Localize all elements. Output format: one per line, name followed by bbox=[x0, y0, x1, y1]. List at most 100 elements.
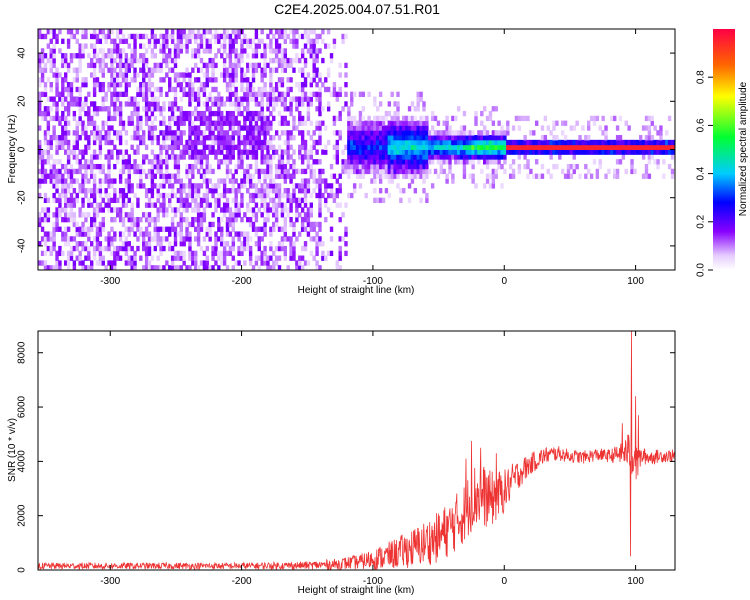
spectrogram-cell bbox=[107, 197, 111, 204]
spectrogram-cell bbox=[254, 188, 259, 194]
spectrogram-cell bbox=[156, 38, 160, 44]
spectrogram-cell bbox=[150, 130, 155, 136]
spectrogram-cell bbox=[55, 183, 59, 189]
spectrogram-cell bbox=[387, 192, 392, 199]
spectrogram-cell bbox=[222, 260, 227, 266]
spectrogram-cell bbox=[72, 212, 77, 218]
spectrogram-cell bbox=[306, 178, 311, 184]
spectrogram-cell bbox=[194, 125, 198, 131]
spectrogram-cell bbox=[240, 96, 244, 102]
spectrogram-cell bbox=[49, 236, 53, 242]
spectrogram-cell bbox=[318, 72, 322, 78]
spectrogram-cell bbox=[243, 260, 247, 266]
spectrogram-cell bbox=[263, 168, 267, 175]
spectrogram-cell bbox=[150, 82, 155, 88]
spectrogram-cell bbox=[361, 125, 366, 131]
spectrogram-cell bbox=[144, 106, 149, 112]
spectrogram-cell bbox=[202, 236, 207, 242]
spectrogram-cell bbox=[373, 115, 377, 122]
spectrogram-cell bbox=[303, 91, 308, 97]
spectrogram-cell bbox=[142, 139, 146, 146]
spectrogram-cell bbox=[38, 144, 42, 150]
spectrogram-cell bbox=[324, 43, 328, 49]
spectrogram-cell bbox=[416, 130, 420, 136]
spectrogram-cell bbox=[306, 260, 311, 266]
spectrogram-cell bbox=[185, 236, 189, 242]
spectrogram-cell bbox=[46, 125, 51, 131]
spectrogram-cell bbox=[361, 135, 366, 141]
spectrogram-cell bbox=[517, 115, 522, 122]
spectrogram-cell bbox=[64, 106, 68, 112]
spectrogram-cell bbox=[116, 72, 120, 78]
spectrogram-cell bbox=[75, 178, 79, 184]
spectrogram-cell bbox=[220, 125, 224, 131]
spectrogram-cell bbox=[101, 72, 105, 78]
spectrogram-cell bbox=[220, 53, 224, 59]
spectrogram-cell bbox=[208, 43, 212, 49]
spectrogram-cell bbox=[419, 139, 423, 146]
spectrogram-cell bbox=[118, 231, 123, 237]
spectrogram-cell bbox=[248, 183, 253, 189]
spectrogram-cell bbox=[217, 236, 221, 242]
spectrogram-cell bbox=[341, 149, 345, 155]
spectrogram-cell bbox=[243, 149, 247, 155]
spectrogram-cell bbox=[202, 250, 207, 257]
spectrogram-cell bbox=[139, 67, 143, 73]
spectrogram-cell bbox=[90, 260, 94, 266]
spectrogram-cell bbox=[263, 226, 267, 232]
spectrogram-cell bbox=[222, 62, 227, 69]
spectrogram-cell bbox=[222, 38, 227, 44]
spectrogram-cell bbox=[289, 77, 293, 83]
spectrogram-cell bbox=[251, 173, 256, 179]
spectrogram-cell bbox=[358, 168, 363, 175]
spectrogram-cell bbox=[113, 38, 117, 44]
spectrogram-cell bbox=[367, 130, 371, 136]
spectrogram-cell bbox=[87, 226, 91, 232]
spectrogram-cell bbox=[546, 168, 550, 175]
spectrogram-cell bbox=[321, 241, 325, 247]
spectrogram-cell bbox=[40, 67, 45, 73]
spectrogram-cell bbox=[162, 173, 166, 179]
spectrogram-cell bbox=[116, 255, 120, 261]
spectrogram-cell bbox=[393, 173, 397, 179]
spectrogram-cell bbox=[324, 178, 328, 184]
spectrogram-cell bbox=[344, 33, 348, 40]
spectrogram-cell bbox=[543, 115, 548, 122]
spectrogram-cell bbox=[217, 197, 221, 204]
spectrogram-cell bbox=[615, 135, 620, 141]
spectrogram-cell bbox=[231, 212, 235, 218]
spectrogram-cell bbox=[503, 135, 507, 141]
spectrogram-cell bbox=[260, 236, 264, 242]
spectrogram-cell bbox=[61, 207, 65, 213]
spectrogram-cell bbox=[387, 101, 392, 107]
spectrogram-cell bbox=[497, 139, 501, 146]
spectrogram-cell bbox=[480, 154, 484, 160]
spectrogram-cell bbox=[142, 168, 146, 175]
spectrogram-cell bbox=[416, 154, 420, 160]
spectrogram-cell bbox=[75, 72, 79, 78]
spectrogram-cell bbox=[624, 168, 628, 175]
spectrogram-cell bbox=[43, 178, 48, 184]
spectrogram-cell bbox=[173, 154, 178, 160]
spectrogram-cell bbox=[422, 144, 426, 150]
spectrogram-cell bbox=[205, 101, 209, 107]
spectrogram-cell bbox=[107, 178, 111, 184]
spectrogram-cell bbox=[410, 178, 415, 184]
spectrogram-cell bbox=[254, 135, 259, 141]
spectrogram-cell bbox=[69, 57, 74, 64]
snr-x-axis-label: Height of straight line (km) bbox=[298, 585, 415, 596]
spectrogram-cell bbox=[263, 183, 267, 189]
spectrogram-cell bbox=[205, 245, 209, 252]
spectrogram-cell bbox=[283, 163, 287, 170]
spectrogram-cell bbox=[176, 250, 181, 257]
spectrogram-cell bbox=[214, 38, 218, 44]
spectrogram-cell bbox=[222, 202, 227, 208]
spectrogram-cell bbox=[454, 154, 458, 160]
spectrogram-cell bbox=[355, 173, 360, 179]
spectrogram-cell bbox=[474, 154, 478, 160]
spectrogram-cell bbox=[40, 236, 45, 242]
spectrogram-cell bbox=[347, 168, 351, 175]
spectrogram-cell bbox=[191, 188, 195, 194]
spectrogram-cell bbox=[231, 178, 235, 184]
spectrogram-cell bbox=[257, 91, 261, 97]
